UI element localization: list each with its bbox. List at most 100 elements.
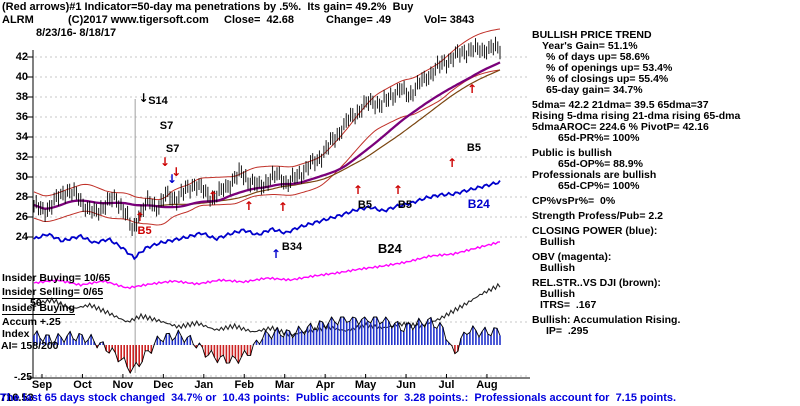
price-bars xyxy=(33,36,501,236)
bottom-overlap-number: 716.53 xyxy=(0,392,34,404)
month-axis-label: Feb xyxy=(234,379,255,391)
closing-power-line xyxy=(33,180,501,261)
date-range: 8/23/16- 8/18/17 xyxy=(36,27,117,39)
indicator-label: Insider Selling= 0/65 xyxy=(2,286,104,299)
indicator-label: Insider Buying xyxy=(2,302,75,315)
analysis-line: 5dma= 42.2 21dma= 39.5 65dma=37 xyxy=(532,99,709,111)
month-axis-label: Nov xyxy=(112,379,134,391)
sell-arrow-icon: ↓ xyxy=(138,91,148,105)
accumulation-envelope-line xyxy=(33,316,501,374)
buy-arrow-icon: ↑ xyxy=(278,200,288,214)
analysis-line: OBV (magenta): xyxy=(532,251,612,263)
obv-line xyxy=(33,241,501,290)
price-gridlines xyxy=(27,56,528,377)
price-axis-label: 38 xyxy=(15,91,28,103)
buy-arrow-icon: ↑ xyxy=(208,189,218,203)
buy-arrow-icon: ↑ xyxy=(393,183,403,197)
month-axis-label: Dec xyxy=(153,379,174,391)
analysis-line: Bullish: Accumulation Rising. xyxy=(532,314,681,326)
analysis-line: 65d-OP%= 88.9% xyxy=(558,158,643,170)
buy-arrow-icon: ↑ xyxy=(271,247,281,261)
sell-arrow-icon: ↓ xyxy=(167,172,177,186)
month-axis-label: Mar xyxy=(274,379,295,391)
volume-value: Vol= 3843 xyxy=(424,14,475,26)
buy-arrow-icon: ↑ xyxy=(244,199,254,213)
analysis-line: Public is bullish xyxy=(532,147,612,159)
signal-label: S7 xyxy=(160,120,173,132)
price-axis-label: 40 xyxy=(15,71,28,83)
month-axis-label: Sep xyxy=(31,379,53,391)
ma50-line xyxy=(33,61,501,210)
price-axis-label: 32 xyxy=(15,151,28,163)
analysis-line: 65d-CP%= 100% xyxy=(558,180,640,192)
ticker-symbol: ALRM xyxy=(2,14,34,26)
buy-arrow-icon: ↑ xyxy=(447,156,457,170)
price-axis-label: 24 xyxy=(15,231,28,243)
accumulation-histogram xyxy=(33,317,501,373)
close-value: Close= 42.68 xyxy=(224,14,295,26)
indicator-label: 50 xyxy=(30,297,42,309)
indicator-label: Insider Buying= 10/65 xyxy=(2,272,111,284)
analysis-line: REL.STR..VS DJI (brown): xyxy=(532,277,661,289)
copyright-link[interactable]: (C)2017 www.tigersoft.com xyxy=(68,14,209,26)
lower-band-line xyxy=(33,69,501,226)
analysis-line: CLOSING POWER (blue): xyxy=(532,225,658,237)
analysis-line: 5dmaAROC= 224.6 % PivotP= 42.16 xyxy=(532,121,709,133)
buy-arrow-icon: ↑ xyxy=(135,210,145,224)
ticker-header: ALRM (C)2017 www.tigersoft.com Close= 42… xyxy=(0,14,530,26)
price-axis-label: 42 xyxy=(15,51,28,63)
signal-label: B5 xyxy=(358,199,372,211)
analysis-line: IP= .295 xyxy=(546,325,589,337)
analysis-line: 65d-PR%= 100% xyxy=(558,132,640,144)
indicator-header: (Red arrows)#1 Indicator=50-day ma penet… xyxy=(2,1,414,13)
analysis-line: % of openings up= 53.4% xyxy=(546,62,673,74)
indicator-label: AI= 158/200 xyxy=(1,340,59,352)
signal-label: B24 xyxy=(468,197,490,211)
sell-arrow-icon: ↓ xyxy=(171,165,181,179)
buy-arrow-icon: ↑ xyxy=(353,183,363,197)
indicator-label: -.25 xyxy=(14,371,33,383)
price-axis-label: 36 xyxy=(15,111,28,123)
signal-labels: S14 S7 S7 B5 B34 B5 B5 B5 B24 B24 xyxy=(138,95,491,256)
analysis-line: CP%vsPr%= 0% xyxy=(532,195,616,207)
month-axis-label: Aug xyxy=(476,379,498,391)
analysis-line: Bullish xyxy=(540,288,576,300)
month-axis-label: Jan xyxy=(194,379,214,391)
month-axis-label: Jun xyxy=(396,379,416,391)
change-value: Change= .49 xyxy=(326,14,392,26)
upper-band-line xyxy=(33,28,501,201)
analysis-line: % of closings up= 55.4% xyxy=(546,73,669,85)
analysis-line: ITRS= .167 xyxy=(540,299,597,311)
analysis-line: Bullish xyxy=(540,236,576,248)
signal-label: B34 xyxy=(282,241,303,253)
chart-axes xyxy=(27,50,530,379)
month-axis-label: Apr xyxy=(315,379,335,391)
analysis-line: Year's Gain= 51.1% xyxy=(542,40,638,52)
month-axis-label: Jul xyxy=(438,379,455,391)
month-axis-label: May xyxy=(354,379,377,391)
analysis-panel: BULLISH PRICE TREND Year's Gain= 51.1% % o… xyxy=(532,30,798,337)
indicator-label: Accum +.25 xyxy=(2,316,61,328)
price-axis-label: 34 xyxy=(15,131,28,143)
month-axis-label: Oct xyxy=(73,379,92,391)
analysis-line: Rising 5-dma rising 21-dma rising 65-dma xyxy=(532,110,741,122)
signal-label: S14 xyxy=(148,95,168,107)
indicator-label: Index xyxy=(2,328,30,340)
price-axis-label: 26 xyxy=(15,211,28,223)
arrow-markers: ↑↑↑ ↑↑ ↑↑↑↓↓↓↓↑ xyxy=(135,82,477,261)
analysis-line: BULLISH PRICE TREND xyxy=(532,29,652,41)
signal-label: B5 xyxy=(467,142,481,154)
signal-label: B24 xyxy=(378,241,403,256)
bottom-summary: The last 65 days stock changed 34.7% or … xyxy=(0,392,677,404)
analysis-line: Bullish xyxy=(540,262,576,274)
analysis-line: 65-day gain= 34.7% xyxy=(546,84,643,96)
price-axis-label: 30 xyxy=(15,171,28,183)
sell-arrow-icon: ↓ xyxy=(160,155,170,169)
price-axis-label: 28 xyxy=(15,191,28,203)
signal-label: B5 xyxy=(138,225,152,237)
signal-label: S7 xyxy=(166,143,179,155)
signal-label: B5 xyxy=(398,199,412,211)
analysis-line: Professionals are bullish xyxy=(532,169,657,181)
